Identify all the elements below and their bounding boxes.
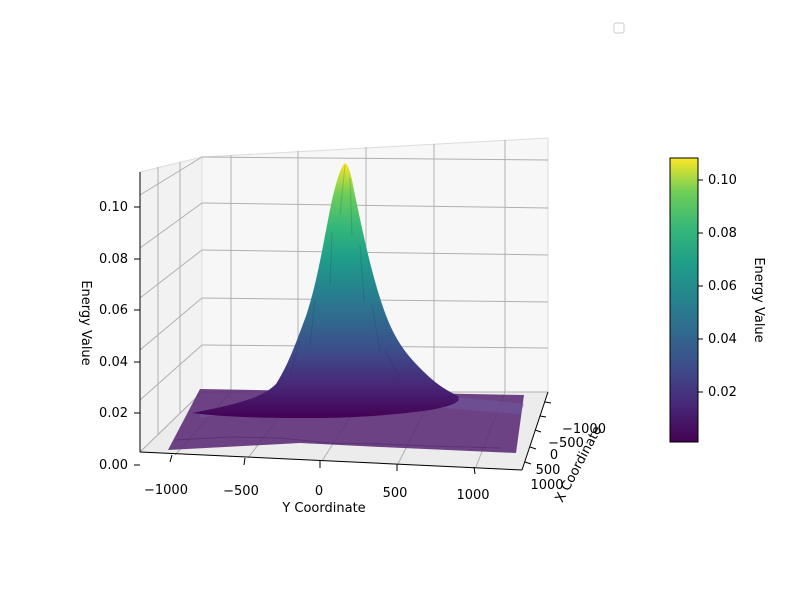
x-tick-label: −500	[548, 436, 584, 451]
y-tick-label: 500	[383, 486, 408, 501]
energy-surface	[168, 163, 524, 453]
colorbar-tick-label: 0.04	[708, 332, 737, 347]
surface-front-noise	[174, 436, 501, 449]
y-axis: −1000 −500 0 500 1000 Y Coordinate	[139, 451, 523, 516]
y-axis-line	[139, 451, 523, 471]
z-tick-label: 0.08	[99, 252, 128, 267]
z-tick-group: 0.00 0.02 0.04 0.06 0.08 0.10	[99, 200, 140, 473]
colorbar-tick-label: 0.06	[708, 279, 737, 294]
colorbar-tick-label: 0.02	[708, 385, 737, 400]
z-tick-label: 0.06	[99, 303, 128, 318]
z-tick-label: 0.02	[99, 406, 128, 421]
colorbar: 0.02 0.04 0.06 0.08 0.10 Energy Value	[669, 157, 766, 443]
z-axis: 0.00 0.02 0.04 0.06 0.08 0.10 Energy Val…	[78, 172, 141, 473]
x-tick-mark	[529, 446, 537, 450]
legend-box	[613, 22, 625, 34]
x-tick-label: 0	[550, 448, 558, 463]
colorbar-gradient	[669, 157, 699, 443]
z-tick-label: 0.04	[99, 355, 128, 370]
z-tick-label: 0.00	[99, 458, 128, 473]
back-hgrid	[201, 249, 549, 256]
y-tick-mark	[473, 466, 476, 475]
back-hgrid	[201, 202, 549, 209]
colorbar-label: Energy Value	[751, 257, 766, 342]
y-tick-label: −1000	[144, 483, 188, 498]
x-tick-label: 500	[536, 463, 561, 478]
x-tick-mark	[534, 429, 542, 433]
z-axis-label: Energy Value	[78, 280, 93, 365]
surface-peak	[192, 163, 459, 418]
surface-peak-ridges	[289, 164, 401, 379]
left-hgrid	[139, 391, 203, 453]
left-hgrid	[139, 344, 203, 401]
grid-lines	[139, 140, 549, 468]
left-hgrid	[139, 297, 203, 351]
x-tick-label: 1000	[530, 478, 563, 493]
z-tick-label: 0.10	[99, 200, 128, 215]
left-hgrid	[139, 202, 203, 249]
x-tick-label: −1000	[562, 422, 606, 437]
y-tick-label: 0	[315, 484, 323, 499]
y-tick-label: 1000	[456, 488, 489, 503]
x-tick-mark	[539, 415, 547, 418]
y-tick-mark	[243, 457, 246, 466]
left-hgrid	[139, 156, 203, 196]
back-hgrid	[201, 156, 549, 161]
y-tick-label: −500	[223, 484, 259, 499]
colorbar-tick-label: 0.10	[708, 173, 737, 188]
x-axis-line	[521, 391, 549, 471]
y-tick-mark	[169, 454, 173, 463]
colorbar-tick-label: 0.08	[708, 226, 737, 241]
y-axis-label: Y Coordinate	[281, 501, 365, 516]
left-hgrid	[139, 249, 203, 299]
x-tick-mark	[524, 461, 532, 465]
x-tick-mark	[544, 401, 552, 404]
